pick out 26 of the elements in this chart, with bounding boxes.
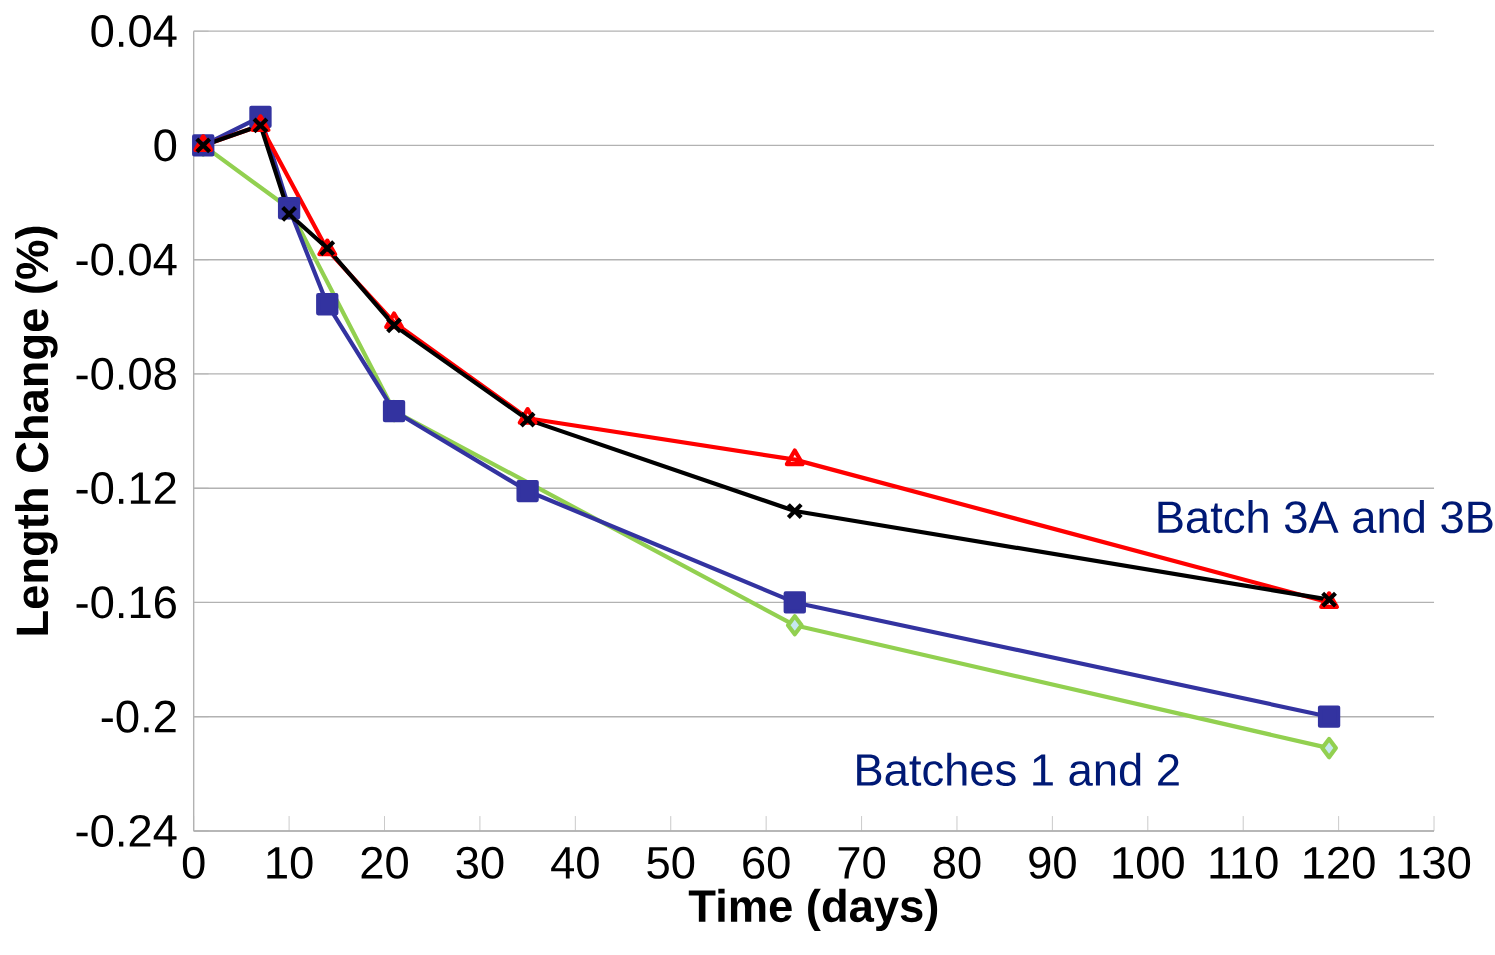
annotation: Batch 3A and 3B: [1158, 499, 1493, 534]
y-axis-title: Length Change (%): [15, 226, 58, 635]
y-tick-label: -0.24: [76, 814, 177, 847]
x-tick-label: 60: [743, 846, 790, 879]
x-tick-label: 100: [1113, 846, 1184, 879]
x-tick-label: 30: [456, 846, 504, 879]
y-tick-label: 0.04: [91, 15, 177, 48]
y-tick-label: 0: [154, 129, 177, 162]
y-tick-label: -0.04: [76, 243, 177, 276]
y-tick-label: -0.08: [76, 357, 176, 390]
x-tick-label: 120: [1304, 846, 1375, 879]
x-tick-label: 50: [647, 846, 695, 879]
x-axis-title: Time (days): [688, 888, 938, 932]
x-tick-label: 80: [933, 846, 981, 879]
x-tick-label: 130: [1399, 846, 1471, 879]
y-tick-label: -0.12: [76, 472, 176, 505]
x-tick-label: 90: [1029, 846, 1076, 879]
x-tick-label: 70: [838, 846, 886, 879]
x-tick-label: 110: [1210, 846, 1278, 879]
annotation: Batches 1 and 2: [857, 752, 1179, 787]
x-tick-label: 0: [182, 846, 205, 879]
x-tick-label: 40: [551, 846, 599, 879]
x-tick-label: 10: [267, 846, 313, 879]
y-tick-label: -0.16: [76, 586, 176, 619]
x-tick-label: 20: [361, 846, 408, 879]
y-tick-label: -0.2: [101, 700, 176, 733]
